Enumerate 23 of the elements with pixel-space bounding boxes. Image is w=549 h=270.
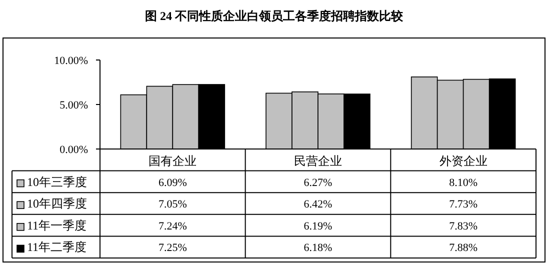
data-label: 6.27% (304, 176, 332, 189)
legend-label: 10年三季度 (27, 174, 87, 189)
legend-label: 10年四季度 (27, 196, 87, 211)
data-label: 8.10% (449, 176, 478, 189)
data-label: 6.42% (304, 198, 332, 211)
data-label: 7.73% (449, 198, 478, 211)
data-label: 7.25% (158, 242, 187, 254)
legend-label: 11年一季度 (27, 218, 87, 232)
data-label: 7.24% (158, 220, 187, 232)
data-label: 6.18% (304, 242, 332, 254)
legend-label: 11年二季度 (27, 240, 87, 254)
data-label: 7.05% (158, 198, 187, 211)
chart-title: 图 24 不同性质企业白领员工各季度招聘指数比较 (145, 9, 404, 23)
y-tick-label: 5.00% (60, 100, 88, 112)
x-tick-label: 国有企业 (148, 154, 197, 168)
x-tick-label: 外资企业 (439, 154, 488, 168)
y-tick-label: 10.00% (54, 55, 88, 67)
data-label: 7.88% (449, 242, 478, 254)
data-label: 7.83% (449, 220, 478, 232)
data-label: 6.09% (158, 176, 187, 189)
data-label: 6.19% (304, 220, 332, 232)
x-tick-label: 民营企业 (294, 154, 342, 168)
y-tick-label: 0.00% (60, 144, 88, 156)
